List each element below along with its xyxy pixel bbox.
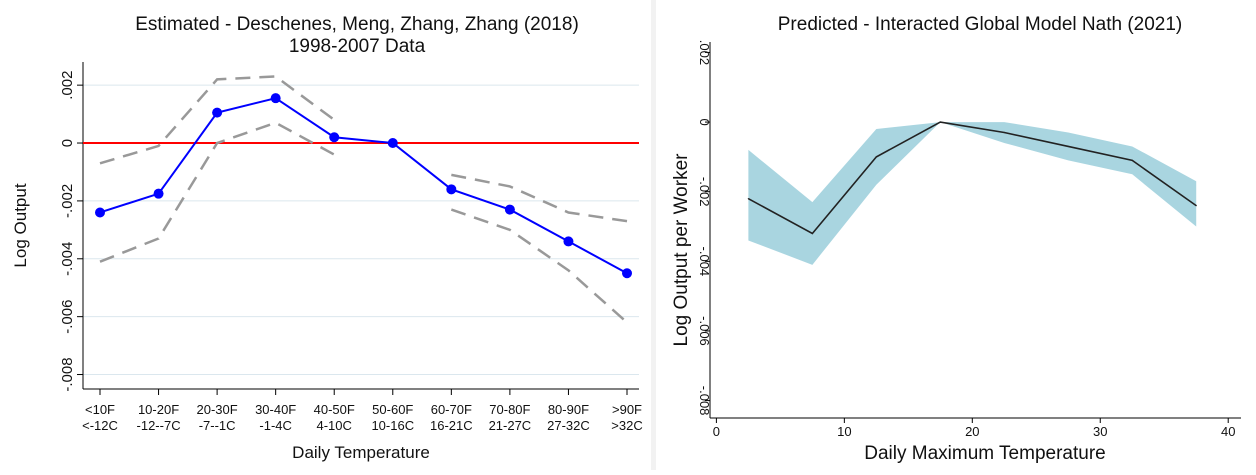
y-tick-label: 0 [697,118,712,125]
x-tick-label: 60-70F [431,402,472,417]
y-tick-label: -.008 [59,357,76,391]
y-tick-label: -.004 [59,242,76,276]
y-tick-label: .002 [59,71,76,100]
estimate-point [504,204,515,215]
x-tick-label: 20-30F [197,402,238,417]
estimate-point [563,236,574,247]
x-tick-label: 10 [837,424,851,439]
left-chart-panel: Estimated - Deschenes, Meng, Zhang, Zhan… [11,14,643,462]
x-axis-title: Daily Temperature [292,443,430,462]
chart-subtitle: 1998-2007 Data [289,36,426,57]
y-axis-title: Log Output [11,183,30,267]
y-tick-label: -.006 [59,300,76,334]
x-axis-title: Daily Maximum Temperature [864,443,1105,464]
y-axis-title: Log Output per Worker [671,153,692,347]
x-tick-label: 30-40F [255,402,296,417]
prediction-point [747,198,749,200]
prediction-line [748,121,1197,235]
y-tick-label: .002 [697,40,712,65]
right-chart-panel: Predicted - Interacted Global Model Nath… [657,0,1256,470]
prediction-point [1131,159,1133,161]
left-chart: Estimated - Deschenes, Meng, Zhang, Zhan… [11,14,643,462]
x-tick-label: 20 [965,424,979,439]
prediction-point [939,121,941,123]
estimate-point [329,132,340,143]
prediction-point [875,156,877,158]
estimate-point [446,184,457,195]
y-tick-label: 0 [59,139,76,147]
right-chart: Predicted - Interacted Global Model Nath… [671,14,1241,464]
prediction-point [1003,131,1005,134]
x-tick-label-celsius: 4-10C [317,418,352,433]
x-tick-label-celsius: <-12C [82,418,118,433]
chart-title: Predicted - Interacted Global Model Nath… [778,14,1183,35]
estimate-point [95,207,105,218]
x-tick-label: 80-90F [548,402,589,417]
estimate-point [270,93,281,104]
y-tick-label: -.002 [59,184,76,218]
x-tick-label-celsius: >32C [611,418,642,433]
y-tick-label: -.008 [697,386,712,416]
x-tick-label-celsius: 10-16C [371,418,414,433]
estimate-line [99,97,628,275]
lower-ci-line [99,121,335,263]
prediction-point [811,232,813,235]
prediction-point [1067,145,1069,148]
x-tick-label-celsius: -12--7C [137,418,181,433]
y-tick-label: -.004 [697,247,712,277]
x-tick-label-celsius: 27-32C [547,418,590,433]
prediction-point [1195,205,1197,207]
upper-ci-line [451,173,628,223]
estimate-point [153,188,164,199]
x-tick-label: 40-50F [314,402,355,417]
y-tick-label: -.006 [697,316,712,346]
x-tick-label: >90F [612,402,642,417]
x-tick-label-celsius: 21-27C [489,418,532,433]
panel-divider [651,0,656,470]
y-tick-label: -.002 [697,177,712,207]
lower-ci-line [450,208,628,324]
x-tick-label: 70-80F [489,402,530,417]
upper-ci-line [99,75,335,165]
x-tick-label-celsius: -7--1C [199,418,236,433]
x-tick-label: 10-20F [138,402,179,417]
confidence-band [748,122,1197,265]
estimate-point [622,268,632,279]
x-tick-label: 50-60F [372,402,413,417]
x-tick-label: <10F [85,402,115,417]
x-tick-label-celsius: 16-21C [430,418,473,433]
chart-title: Estimated - Deschenes, Meng, Zhang, Zhan… [135,14,579,35]
x-tick-label-celsius: -1-4C [259,418,292,433]
x-tick-label: 40 [1221,424,1235,439]
estimate-point [387,138,398,149]
estimate-point [212,107,223,118]
x-tick-label: 30 [1093,424,1107,439]
x-tick-label: 0 [713,424,720,439]
